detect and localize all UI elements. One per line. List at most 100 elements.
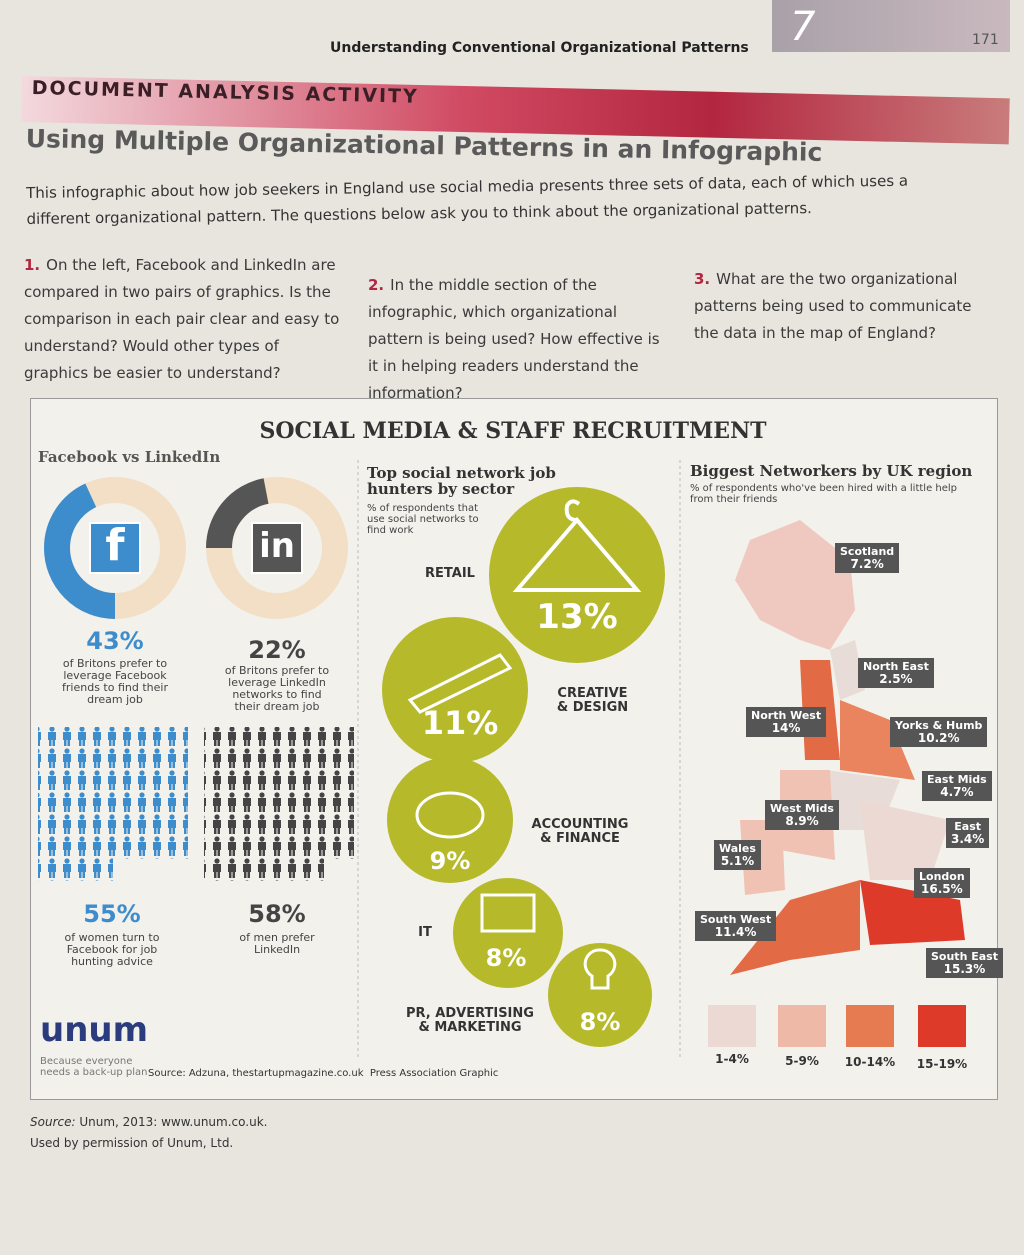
question-number: 2. bbox=[368, 276, 385, 294]
sector-label: PR, ADVERTISING & MARKETING bbox=[406, 1006, 534, 1035]
region-value: 3.4% bbox=[951, 832, 985, 846]
sector-label: RETAIL bbox=[425, 566, 475, 581]
chapter-number: 7 bbox=[790, 4, 816, 50]
region-value: 16.5% bbox=[921, 882, 963, 896]
question: 3. What are the two organizational patter… bbox=[694, 266, 994, 347]
piggy-icon bbox=[415, 791, 485, 839]
section-note: % of respondents who've been hired with … bbox=[690, 483, 958, 505]
region-label: London 16.5% bbox=[914, 868, 970, 898]
region-shape bbox=[740, 820, 785, 895]
legend-label: 5-9% bbox=[785, 1054, 819, 1068]
region-value: 4.7% bbox=[940, 785, 974, 799]
facebook-icon-text: f bbox=[105, 520, 125, 571]
chapter-tab bbox=[772, 0, 1010, 52]
linkedin-icon-text: in bbox=[259, 526, 295, 566]
region-value: 10.2% bbox=[917, 731, 960, 745]
linkedin-icon bbox=[251, 522, 303, 574]
infographic-title: SOCIAL MEDIA & STAFF RECRUITMENT bbox=[259, 418, 767, 444]
stat-text: of women turn to Facebook for job huntin… bbox=[64, 931, 160, 968]
infographic-source: Source: Adzuna, thestartupmagazine.co.uk… bbox=[148, 1068, 499, 1079]
region-value: 2.5% bbox=[879, 672, 913, 686]
legend-label: 15-19% bbox=[916, 1057, 968, 1071]
region-name: East bbox=[954, 820, 982, 833]
donut-arc bbox=[44, 477, 186, 619]
logo: unum bbox=[40, 1010, 149, 1050]
region-label: South East 15.3% bbox=[926, 948, 1003, 978]
permission: Used by permission of Unum, Ltd. bbox=[30, 1136, 234, 1150]
source-text: Unum, 2013: www.unum.co.uk. bbox=[79, 1115, 268, 1129]
sector-label: CREATIVE & DESIGN bbox=[556, 686, 629, 715]
region-shape bbox=[730, 880, 860, 975]
section-note: % of respondents that use social network… bbox=[367, 503, 479, 536]
legend-swatch bbox=[708, 1005, 756, 1047]
region-label: Wales 5.1% bbox=[714, 840, 761, 870]
page-number: 171 bbox=[972, 32, 999, 48]
sector-circle bbox=[387, 757, 513, 883]
pencil-icon bbox=[407, 653, 513, 714]
source-line: Source: Unum, 2013: www.unum.co.uk. bbox=[30, 1115, 267, 1129]
region-label: Yorks & Humb 10.2% bbox=[890, 717, 988, 747]
section-heading: Biggest Networkers by UK region bbox=[690, 462, 973, 480]
region-label: North West 14% bbox=[746, 707, 827, 737]
question-text: What are the two organizational patterns… bbox=[694, 270, 972, 342]
region-name: North East bbox=[863, 660, 929, 673]
stat-value: 55% bbox=[83, 900, 141, 928]
region-name: Wales bbox=[719, 842, 756, 855]
region-name: South East bbox=[931, 950, 998, 963]
sector-label: ACCOUNTING & FINANCE bbox=[531, 817, 629, 846]
facebook-icon bbox=[89, 522, 141, 574]
region-name: Scotland bbox=[840, 545, 895, 558]
stat-value: 58% bbox=[248, 900, 306, 928]
region-value: 5.1% bbox=[720, 854, 755, 868]
region-value: 14% bbox=[771, 721, 801, 735]
legend-swatch bbox=[918, 1005, 966, 1047]
section-heading: Facebook vs LinkedIn bbox=[38, 448, 221, 466]
region-value: 7.2% bbox=[850, 557, 884, 571]
region-name: East Mids bbox=[927, 773, 987, 786]
sector-value: 13% bbox=[536, 597, 618, 637]
logo-tagline: Because everyone needs a back-up plan bbox=[40, 1056, 148, 1078]
question-number: 3. bbox=[694, 270, 711, 288]
section-heading: Top social network job hunters by sector bbox=[367, 464, 556, 498]
question-text: On the left, Facebook and LinkedIn are c… bbox=[24, 256, 340, 382]
question-number: 1. bbox=[24, 256, 41, 274]
region-value: 8.9% bbox=[785, 814, 819, 828]
donut-arc bbox=[206, 477, 348, 619]
legend-swatch bbox=[846, 1005, 894, 1047]
people-grid bbox=[204, 859, 324, 881]
sector-label: IT bbox=[418, 925, 432, 940]
region-label: North East 2.5% bbox=[858, 658, 934, 688]
hanger-icon bbox=[512, 499, 642, 592]
stat-text: of men prefer LinkedIn bbox=[239, 931, 315, 956]
region-shape bbox=[735, 520, 855, 650]
sector-circle bbox=[489, 487, 665, 663]
region-label: East Mids 4.7% bbox=[922, 771, 992, 801]
sector-value: 11% bbox=[421, 704, 499, 742]
stat-text: of Britons prefer to leverage LinkedIn n… bbox=[224, 664, 330, 713]
region-name: West Mids bbox=[770, 802, 834, 815]
region-name: Yorks & Humb bbox=[895, 719, 983, 732]
region-label: East 3.4% bbox=[946, 818, 990, 848]
people-grid bbox=[38, 859, 113, 881]
question-text: In the middle section of the infographic… bbox=[368, 276, 660, 402]
people-grid bbox=[38, 727, 188, 859]
sector-value: 9% bbox=[429, 847, 471, 875]
bulb-icon bbox=[583, 948, 617, 990]
region-shape bbox=[860, 800, 950, 880]
monitor-icon bbox=[480, 893, 536, 933]
region-label: Scotland 7.2% bbox=[835, 543, 900, 573]
sector-value: 8% bbox=[485, 944, 527, 972]
region-value: 11.4% bbox=[714, 925, 757, 939]
sector-value: 8% bbox=[579, 1008, 621, 1036]
stat-value: 22% bbox=[248, 636, 306, 664]
legend-label: 1-4% bbox=[715, 1052, 749, 1066]
legend-label: 10-14% bbox=[844, 1055, 896, 1069]
legend-swatch bbox=[778, 1005, 826, 1047]
stat-text: of Britons prefer to leverage Facebook f… bbox=[62, 657, 168, 706]
region-label: West Mids 8.9% bbox=[765, 800, 839, 830]
region-name: North West bbox=[751, 709, 822, 722]
region-shape bbox=[840, 700, 915, 780]
region-name: South West bbox=[700, 913, 772, 926]
